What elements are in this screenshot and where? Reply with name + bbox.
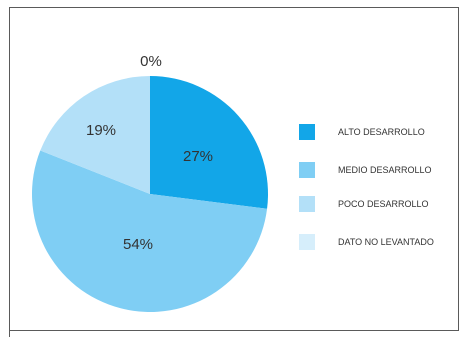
legend-label-poco: POCO DESARROLLO [338, 199, 429, 209]
legend-label-alto: ALTO DESARROLLO [338, 127, 425, 137]
pie-slice-medio [32, 150, 268, 312]
value-label-medio: 54% [123, 236, 153, 253]
value-label-alto: 27% [183, 148, 213, 165]
pie-slice-alto [150, 76, 269, 209]
legend-swatch-poco [299, 196, 315, 212]
legend-swatch-dato [299, 234, 315, 250]
legend-swatch-medio [299, 162, 315, 178]
pie-slice-poco [40, 76, 150, 194]
pie-slices [32, 76, 269, 312]
value-label-dato: 0% [140, 53, 162, 70]
legend: ALTO DESARROLLO MEDIO DESARROLLO POCO DE… [299, 124, 434, 250]
legend-label-dato: DATO NO LEVANTADO [338, 237, 434, 247]
pie-value-labels: 27% 54% 19% 0% [86, 53, 213, 253]
value-label-poco: 19% [86, 122, 116, 139]
frame-left-line [9, 7, 10, 337]
legend-swatch-alto [299, 124, 315, 140]
legend-label-medio: MEDIO DESARROLLO [338, 165, 432, 175]
